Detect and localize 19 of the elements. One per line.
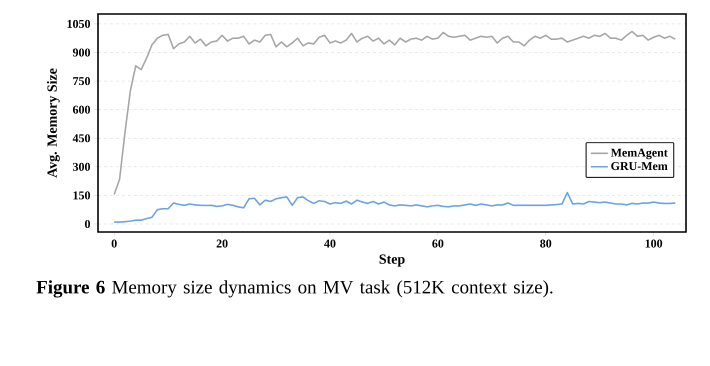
x-tick-label: 60 [432, 240, 444, 248]
y-axis-title: Avg. Memory Size [46, 68, 60, 178]
legend-label: MemAgent [610, 148, 668, 160]
legend-label: GRU-Mem [611, 162, 668, 170]
y-tick-label: 150 [74, 191, 90, 200]
y-tick-label: 900 [72, 48, 90, 57]
y-tick-label: 750 [73, 77, 90, 86]
y-tick-label: 0 [84, 220, 90, 228]
x-tick-label: 20 [216, 240, 228, 248]
text: Figure 6 Memory size dynamics on MV task (512K context size). [36, 280, 552, 298]
y-tick-label: 600 [72, 106, 90, 114]
x-tick-label: 40 [324, 240, 336, 248]
y-tick-label: 300 [73, 162, 90, 171]
y-tick-label: 450 [72, 134, 90, 142]
x-axis-title: Step [380, 254, 405, 267]
x-tick-label: 0 [112, 240, 117, 248]
y-tick-label: 1050 [68, 20, 90, 28]
x-tick-label: 100 [646, 240, 662, 248]
x-tick-label: 80 [540, 240, 552, 248]
